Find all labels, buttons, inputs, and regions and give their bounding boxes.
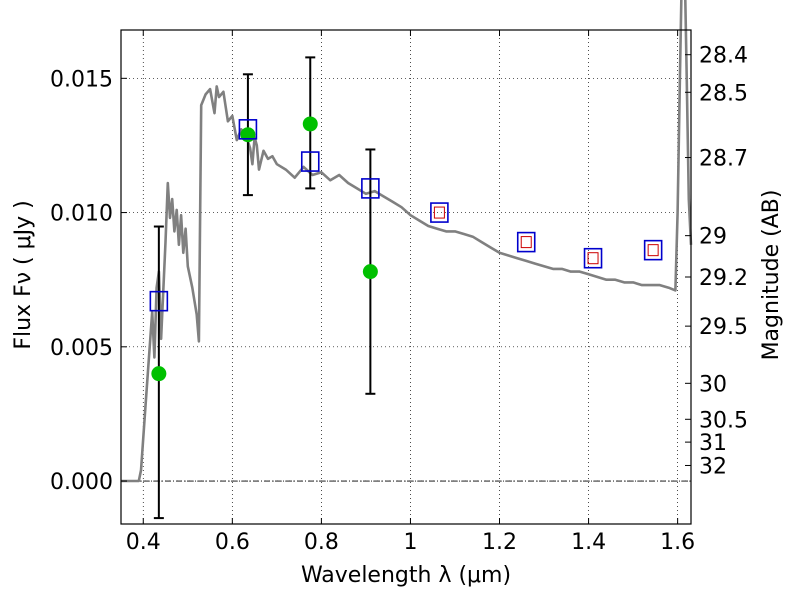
model-point-box — [361, 178, 380, 199]
right-tick-label: 31 — [699, 431, 727, 456]
x-tick-label: 1.6 — [660, 530, 695, 555]
sed-line — [121, 0, 693, 483]
x-tick-label: 1.4 — [571, 530, 606, 555]
error-bars — [153, 56, 376, 520]
right-tick-label: 28.5 — [699, 81, 748, 106]
observed-point — [362, 264, 378, 280]
model-point-box — [516, 231, 536, 253]
x-tick-label: 1.2 — [482, 530, 517, 555]
model-sed-series — [121, 0, 693, 483]
model-point-box — [149, 290, 169, 312]
x-tick-label: 0.4 — [126, 530, 161, 555]
model-point-inner-box — [647, 244, 659, 257]
model-point-box — [238, 119, 258, 140]
x-tick-label: 0.8 — [304, 530, 339, 555]
plot-frame — [120, 29, 692, 525]
model-point-inner-box — [520, 236, 532, 249]
right-tick-label: 29.5 — [699, 315, 748, 340]
y-tick-label: 0.010 — [50, 202, 113, 227]
model-point-box — [583, 247, 603, 269]
x-axis-label: Wavelength λ (μm) — [301, 563, 511, 588]
right-tick-label: 29.2 — [699, 266, 748, 291]
grid — [121, 30, 691, 524]
x-axis-ticks: 0.4 0.6 0.8 1 1.2 1.4 1.6 — [126, 30, 695, 555]
observed-points — [151, 116, 378, 382]
model-point-box — [430, 202, 449, 223]
right-tick-label: 28.7 — [699, 147, 748, 172]
x-tick-label: 1 — [403, 530, 417, 555]
right-tick-label: 30 — [699, 372, 727, 397]
y-axis-label: Flux Fν ( μJy ) — [11, 200, 36, 349]
model-point-inner-box — [587, 252, 599, 265]
observed-point — [302, 116, 318, 132]
right-tick-label: 32 — [699, 454, 727, 479]
right-tick-label: 30.5 — [699, 408, 748, 433]
observed-point — [151, 366, 167, 382]
y-tick-label: 0.005 — [50, 336, 113, 361]
model-point-box — [643, 239, 663, 261]
model-point-inner-box — [433, 206, 445, 219]
model-point-box — [300, 151, 320, 172]
right-tick-label: 28.4 — [699, 44, 748, 69]
right-tick-label: 29 — [699, 225, 727, 250]
y-tick-label: 0.015 — [50, 67, 113, 92]
x-tick-label: 0.6 — [215, 530, 250, 555]
right-axis-label: Magnitude (AB) — [759, 190, 784, 361]
model-photometry-points — [149, 119, 663, 312]
y-tick-label: 0.000 — [50, 470, 113, 495]
y-axis-ticks: 0.000 0.005 0.010 0.015 — [50, 67, 127, 495]
observed-point — [240, 127, 256, 143]
